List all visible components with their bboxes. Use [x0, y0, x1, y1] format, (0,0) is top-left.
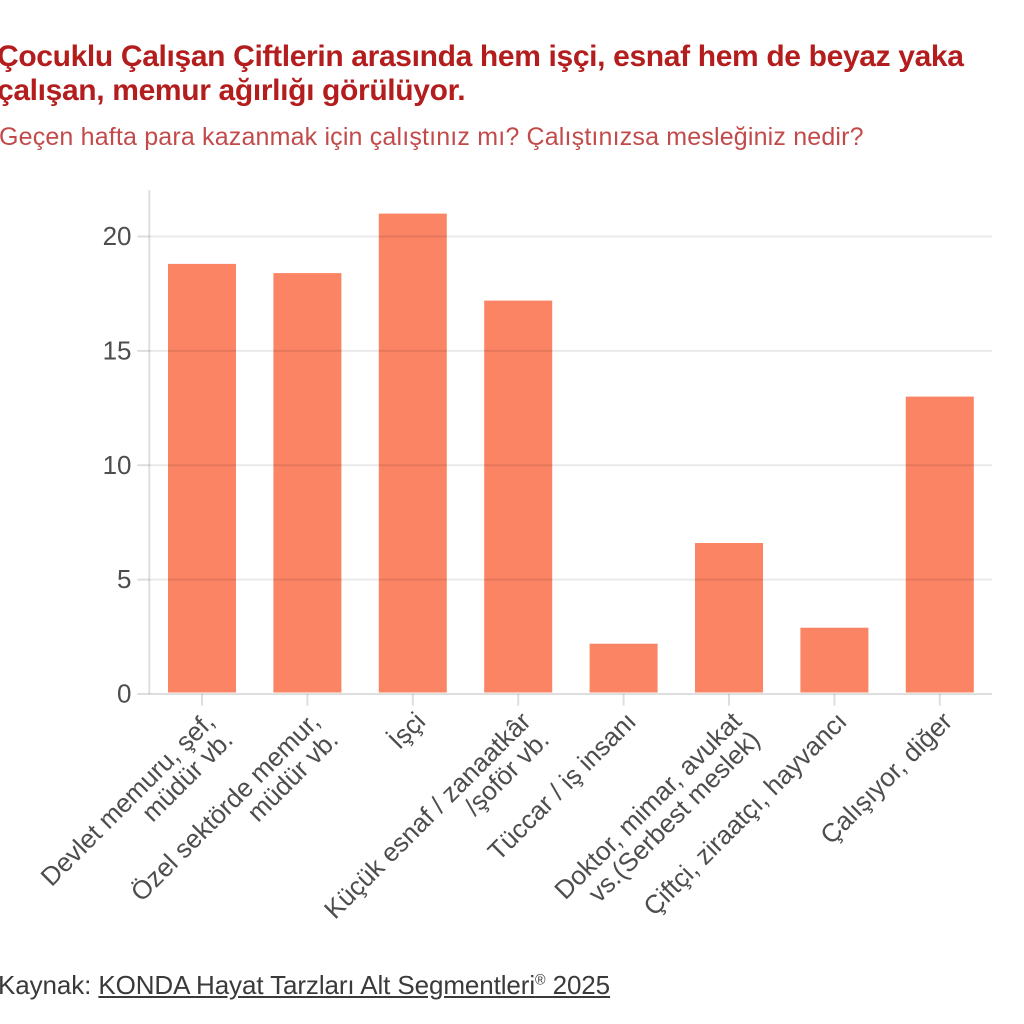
- svg-text:İşçi: İşçi: [382, 706, 431, 755]
- svg-text:5: 5: [117, 564, 131, 594]
- svg-text:0: 0: [117, 679, 131, 709]
- svg-text:10: 10: [103, 450, 132, 480]
- svg-text:15: 15: [103, 335, 132, 365]
- svg-text:20: 20: [103, 221, 132, 251]
